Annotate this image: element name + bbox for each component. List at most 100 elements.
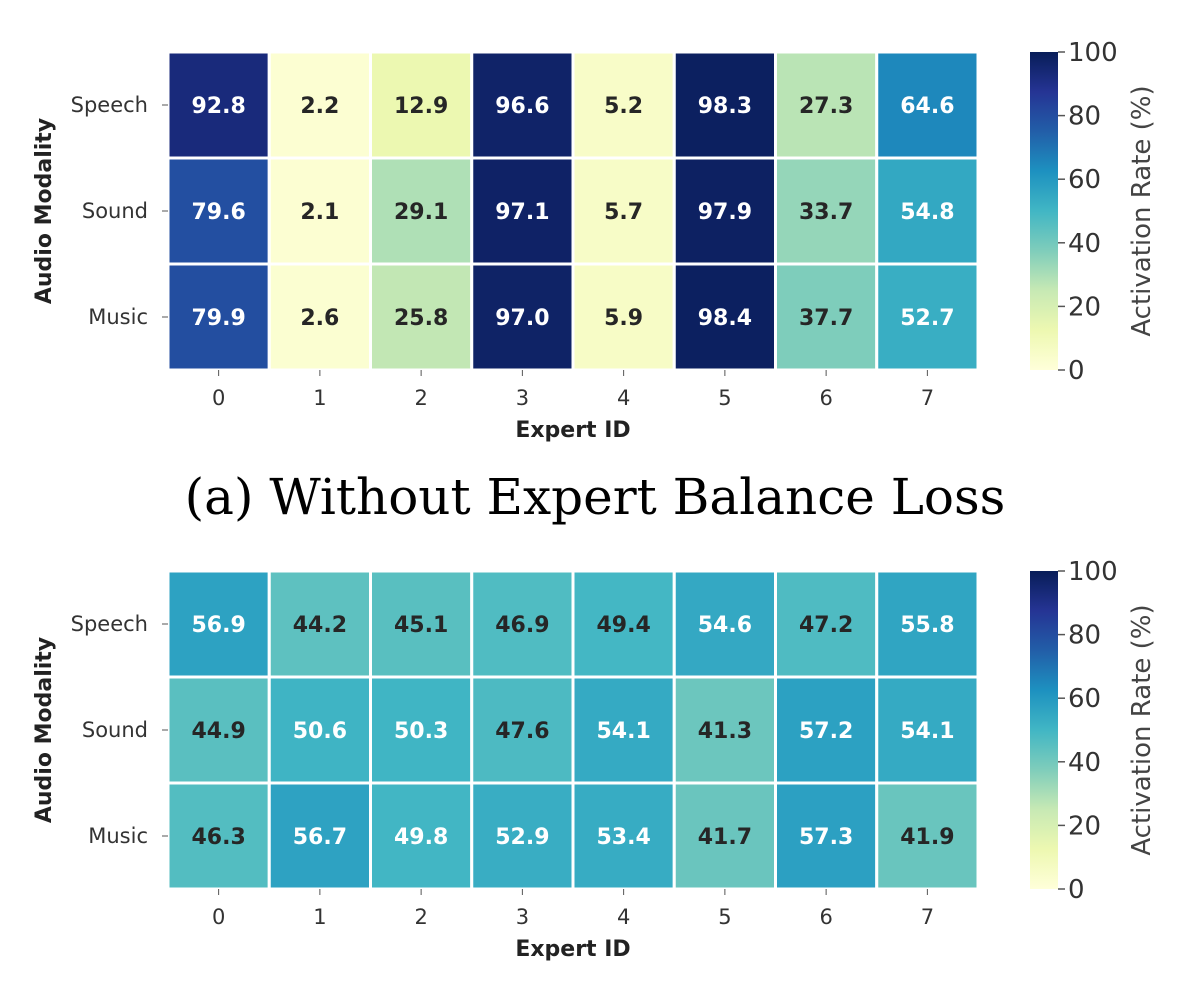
heatmap-cell	[875, 781, 980, 891]
cell-value-label: 49.4	[596, 613, 650, 638]
cell-value-label: 79.9	[191, 306, 245, 331]
x-tick-label: 3	[516, 386, 529, 410]
cell-value-label: 33.7	[799, 200, 853, 225]
y-tick-label: Speech	[71, 93, 148, 117]
colorbar: 0 20 40 60 80 100 Activation Rate (%)	[1030, 557, 1157, 905]
heatmap-cell	[571, 781, 676, 891]
y-tick-label: Speech	[71, 612, 148, 636]
x-tick-label: 5	[718, 386, 731, 410]
heatmap-panel-1: 56.9 44.2 45.1 46.9 49.4 54.6 47.2 55.8 44.9 50.6…	[32, 557, 1157, 962]
cell-value-label: 47.6	[495, 719, 549, 744]
y-axis-title: Audio Modality	[32, 118, 57, 304]
cell-value-label: 98.4	[698, 306, 752, 331]
panel-caption: (a) Without Expert Balance Loss	[185, 468, 1006, 526]
cell-value-label: 64.6	[900, 94, 954, 119]
heatmap-cell	[875, 569, 980, 679]
colorbar-tick-label: 20	[1068, 811, 1101, 841]
y-tick-label: Music	[88, 305, 148, 329]
cell-value-label: 37.7	[799, 306, 853, 331]
x-tick-label: 5	[718, 905, 731, 929]
colorbar-gradient	[1030, 52, 1058, 370]
cell-value-label: 52.9	[495, 825, 549, 850]
cell-value-label: 5.2	[604, 94, 643, 119]
x-tick-label: 1	[313, 386, 326, 410]
colorbar-tick-label: 60	[1068, 165, 1101, 195]
cell-value-label: 41.9	[900, 825, 954, 850]
heatmap-cell	[672, 50, 777, 160]
cell-value-label: 50.6	[293, 719, 347, 744]
heatmap-cell	[672, 675, 777, 785]
cell-value-label: 45.1	[394, 613, 448, 638]
cell-value-label: 2.1	[300, 200, 339, 225]
heatmap-cell	[875, 262, 980, 372]
x-tick-label: 0	[212, 386, 225, 410]
colorbar-tick-label: 40	[1068, 229, 1101, 259]
colorbar-title: Activation Rate (%)	[1127, 85, 1157, 336]
cell-value-label: 54.1	[596, 719, 650, 744]
y-tick-label: Music	[88, 824, 148, 848]
cell-value-label: 56.7	[293, 825, 347, 850]
x-tick-label: 0	[212, 905, 225, 929]
x-tick-label: 4	[617, 905, 630, 929]
colorbar: 0 20 40 60 80 100 Activation Rate (%)	[1030, 38, 1157, 386]
cell-value-label: 44.2	[293, 613, 347, 638]
cell-value-label: 49.8	[394, 825, 448, 850]
colorbar-tick-label: 0	[1068, 356, 1085, 386]
cell-value-label: 97.9	[698, 200, 752, 225]
heatmap-panel-0: 92.8 2.2 12.9 96.6 5.2 98.3 27.3 64.6 79.6 2.1 29.…	[32, 38, 1157, 526]
heatmap-cell	[267, 262, 372, 372]
x-tick-label: 6	[819, 386, 832, 410]
y-tick-label: Sound	[82, 199, 148, 223]
x-tick-label: 3	[516, 905, 529, 929]
cell-value-label: 97.1	[495, 200, 549, 225]
heatmap-cell	[875, 156, 980, 266]
heatmap-cell	[470, 156, 575, 266]
colorbar-tick-label: 20	[1068, 292, 1101, 322]
cell-value-label: 41.7	[698, 825, 752, 850]
cell-value-label: 46.9	[495, 613, 549, 638]
heatmap-cell	[166, 781, 271, 891]
cell-value-label: 53.4	[596, 825, 650, 850]
cell-value-label: 54.8	[900, 200, 954, 225]
y-axis-title: Audio Modality	[32, 637, 57, 823]
cell-value-label: 47.2	[799, 613, 853, 638]
colorbar-tick-label: 80	[1068, 102, 1101, 132]
cell-value-label: 97.0	[495, 306, 549, 331]
cell-value-label: 56.9	[191, 613, 245, 638]
x-axis-title: Expert ID	[515, 418, 630, 443]
cell-value-label: 44.9	[191, 719, 245, 744]
cell-value-label: 79.6	[191, 200, 245, 225]
x-tick-label: 7	[921, 905, 934, 929]
cell-value-label: 5.7	[604, 200, 643, 225]
x-tick-label: 7	[921, 386, 934, 410]
cell-value-label: 52.7	[900, 306, 954, 331]
cell-value-label: 12.9	[394, 94, 448, 119]
cell-value-label: 96.6	[495, 94, 549, 119]
cell-value-label: 2.2	[300, 94, 339, 119]
colorbar-tick-label: 0	[1068, 875, 1085, 905]
heatmap-cell	[470, 781, 575, 891]
x-tick-label: 2	[414, 386, 427, 410]
x-tick-label: 1	[313, 905, 326, 929]
heatmap-cell	[672, 156, 777, 266]
heatmap-cell	[267, 50, 372, 160]
cell-value-label: 57.3	[799, 825, 853, 850]
colorbar-tick-label: 100	[1068, 38, 1118, 68]
cell-value-label: 50.3	[394, 719, 448, 744]
colorbar-title: Activation Rate (%)	[1127, 604, 1157, 855]
x-tick-label: 6	[819, 905, 832, 929]
heatmap-cell	[571, 262, 676, 372]
colorbar-tick-label: 40	[1068, 748, 1101, 778]
heatmap-cell	[267, 156, 372, 266]
heatmap-cell	[369, 262, 474, 372]
heatmap-cell	[267, 781, 372, 891]
heatmap-cell	[166, 569, 271, 679]
cell-value-label: 41.3	[698, 719, 752, 744]
cell-value-label: 5.9	[604, 306, 643, 331]
x-tick-label: 4	[617, 386, 630, 410]
colorbar-tick-label: 80	[1068, 621, 1101, 651]
cell-value-label: 54.6	[698, 613, 752, 638]
cell-value-label: 98.3	[698, 94, 752, 119]
colorbar-tick-label: 100	[1068, 557, 1118, 587]
